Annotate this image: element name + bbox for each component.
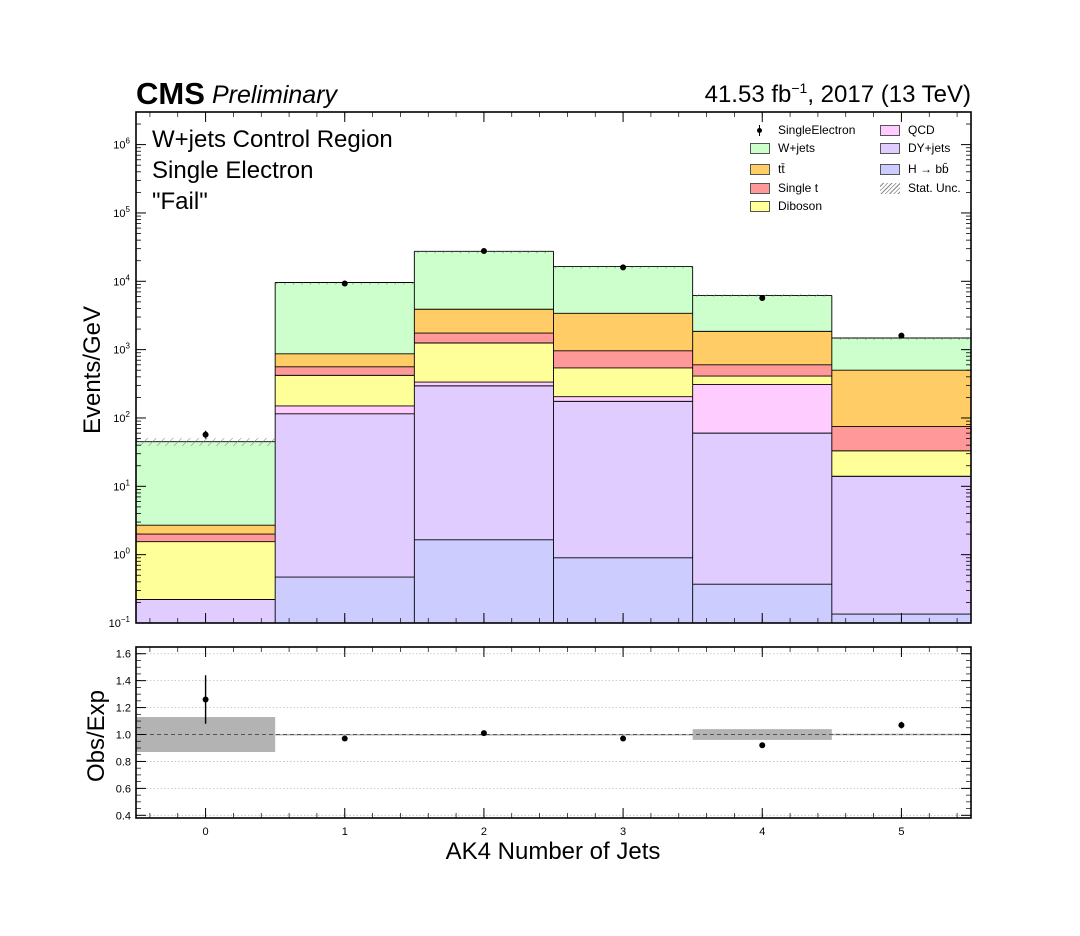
legend-swatch xyxy=(750,142,770,154)
ratio-point xyxy=(759,742,766,749)
ratio-plot: 0.4 0.6 0.8 1.0 1.2 1.4 1.6 0 1 2 3 4 5 xyxy=(116,646,972,838)
data-point xyxy=(898,332,905,339)
ratio-y-tick-label: 1.6 xyxy=(116,649,131,661)
y-tick-label: 104 xyxy=(113,273,130,288)
x-tick-label: 2 xyxy=(481,826,487,838)
x-axis-label: AK4 Number of Jets xyxy=(446,838,661,865)
stack-bar xyxy=(553,557,693,623)
legend-label: Diboson xyxy=(778,199,823,213)
ratio-point xyxy=(898,722,905,729)
ratio-y-tick-label: 1.0 xyxy=(116,730,131,742)
legend-swatch xyxy=(880,142,900,154)
x-tick-label: 4 xyxy=(759,826,765,838)
stat-unc-band xyxy=(136,438,276,446)
legend-label: tt̄ xyxy=(778,162,785,176)
stat-unc-band xyxy=(831,337,971,340)
legend-label: DY+jets xyxy=(908,141,951,155)
main-frame xyxy=(135,111,972,624)
ratio-y-tick-label: 1.4 xyxy=(116,676,131,688)
legend-label: SingleElectron xyxy=(778,123,856,137)
x-tick-label: 5 xyxy=(898,826,904,838)
ratio-y-tick-label: 0.8 xyxy=(116,756,131,768)
legend-swatch xyxy=(880,163,900,175)
lumi-suffix: , 2017 (13 TeV) xyxy=(807,81,971,108)
category-annotation: "Fail" xyxy=(152,188,208,215)
stack-bar xyxy=(414,539,554,623)
data-point xyxy=(620,264,627,271)
ratio-unc-band xyxy=(553,733,693,736)
region-annotation: W+jets Control Region xyxy=(152,126,393,153)
data-marker-icon xyxy=(750,124,770,136)
legend-label: H → bb̄ xyxy=(908,162,949,176)
y-tick-label: 105 xyxy=(113,205,130,220)
data-point xyxy=(480,248,487,255)
ratio-y-tick-label: 1.2 xyxy=(116,703,131,715)
stack-bar xyxy=(136,599,276,623)
legend-item-hbb: H → bb̄ xyxy=(880,162,949,176)
lumi-exponent: −1 xyxy=(791,80,808,96)
legend-item-stat-unc: Stat. Unc. xyxy=(880,181,961,195)
legend-swatch xyxy=(750,163,770,175)
x-tick-label: 0 xyxy=(203,826,209,838)
legend-item-diboson: Diboson xyxy=(750,199,822,213)
legend-item-wjets: W+jets xyxy=(750,141,815,155)
legend-item-single-top: Single t xyxy=(750,181,818,195)
preliminary-label: Preliminary xyxy=(212,81,338,109)
channel-annotation: Single Electron xyxy=(152,157,314,184)
data-point xyxy=(759,294,766,301)
hatch-icon xyxy=(880,182,900,194)
luminosity-label: 41.53 fb−1, 2017 (13 TeV) xyxy=(705,81,971,107)
ratio-y-tick-label: 0.6 xyxy=(116,783,131,795)
legend-label: W+jets xyxy=(778,141,816,155)
ratio-point xyxy=(341,735,348,742)
y-tick-label: 103 xyxy=(113,342,130,357)
ratio-frame xyxy=(135,646,972,819)
cms-logo-text: CMS xyxy=(136,76,205,111)
legend-item-ttbar: tt̄ xyxy=(750,162,785,176)
ratio-y-axis-label: Obs/Exp xyxy=(83,690,110,782)
legend-swatch xyxy=(750,182,770,194)
y-tick-label: 101 xyxy=(113,478,130,493)
ratio-point xyxy=(480,730,487,737)
ratio-point xyxy=(620,735,627,742)
y-tick-label: 102 xyxy=(113,410,130,425)
y-tick-label: 106 xyxy=(113,137,130,152)
legend-swatch xyxy=(880,124,900,136)
legend-label: Single t xyxy=(778,181,819,195)
x-tick-label: 3 xyxy=(620,826,626,838)
data-point xyxy=(202,431,209,438)
data-point xyxy=(341,280,348,287)
legend-label: Stat. Unc. xyxy=(908,181,961,195)
y-tick-label: 100 xyxy=(113,547,130,562)
stack-bar xyxy=(831,476,971,623)
ratio-point xyxy=(202,696,209,703)
legend-item-singleelectron: SingleElectron xyxy=(750,123,855,137)
ratio-y-tick-label: 0.4 xyxy=(116,810,131,822)
legend-label: QCD xyxy=(908,123,935,137)
legend-swatch xyxy=(750,200,770,212)
y-axis-label: Events/GeV xyxy=(79,306,106,434)
legend-item-qcd: QCD xyxy=(880,123,935,137)
x-tick-label: 1 xyxy=(342,826,348,838)
legend-item-dyjets: DY+jets xyxy=(880,141,950,155)
main-plot: 10−1 100 101 102 103 104 105 106 xyxy=(109,111,972,630)
ratio-unc-band xyxy=(275,733,415,736)
y-tick-label: 10−1 xyxy=(109,615,131,630)
lumi-prefix: 41.53 fb xyxy=(704,81,792,108)
